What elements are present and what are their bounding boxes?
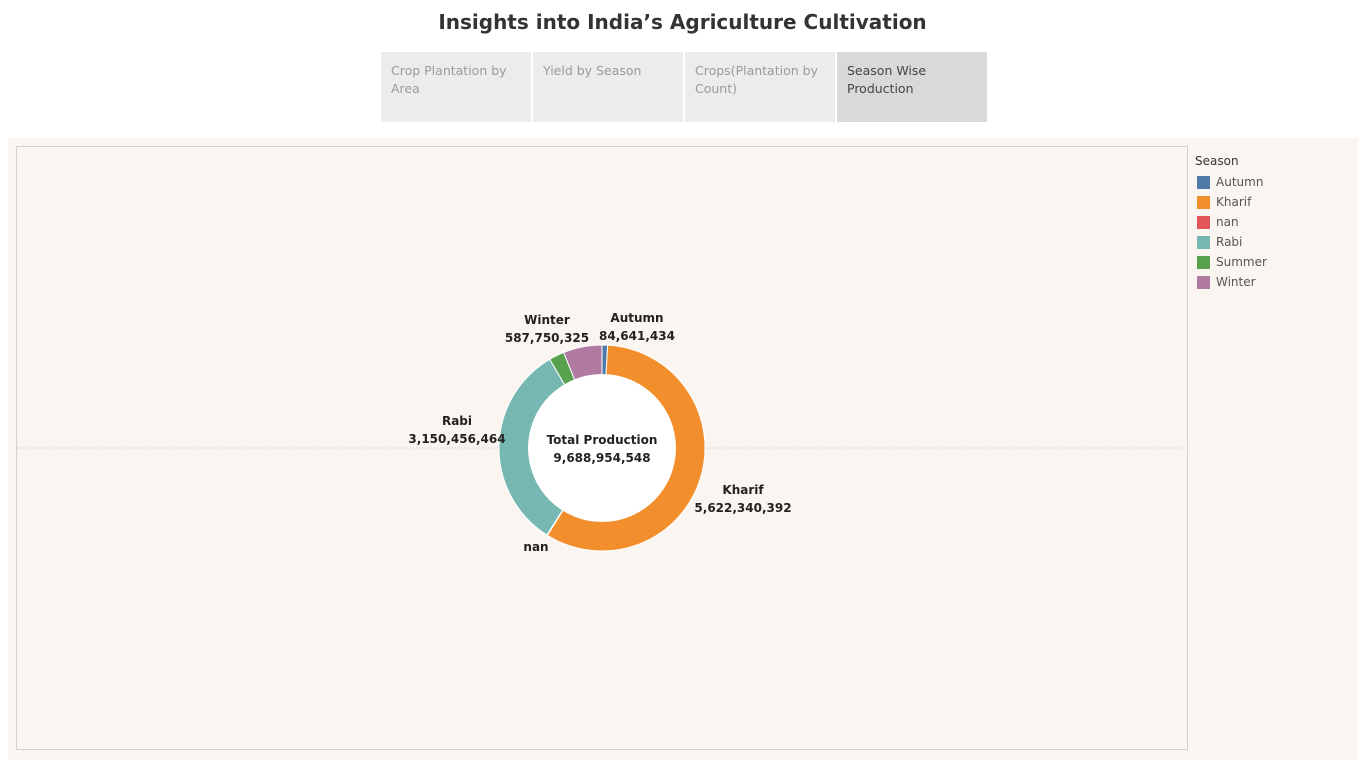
chart-frame: Total Production 9,688,954,548 Winter 58…	[16, 146, 1188, 750]
legend-item-kharif[interactable]: Kharif	[1195, 192, 1345, 212]
legend-label: Autumn	[1216, 175, 1264, 189]
slice-value-label-autumn: 84,641,434	[599, 329, 675, 343]
legend-swatch	[1197, 255, 1210, 269]
legend-swatch	[1197, 175, 1210, 189]
legend-swatch	[1197, 275, 1210, 289]
tab-season-wise-production[interactable]: Season Wise Production	[837, 52, 987, 122]
center-label: Total Production	[547, 433, 658, 447]
legend-swatch	[1197, 195, 1210, 209]
page-title: Insights into India’s Agriculture Cultiv…	[438, 10, 927, 34]
legend-label: Winter	[1216, 275, 1256, 289]
slice-value-label-winter: 587,750,325	[505, 331, 589, 345]
legend-item-rabi[interactable]: Rabi	[1195, 232, 1345, 252]
slice-value-label-rabi: 3,150,456,464	[408, 432, 505, 446]
legend-title: Season	[1195, 154, 1239, 168]
slice-name-label-autumn: Autumn	[610, 311, 663, 325]
donut-chart: Total Production 9,688,954,548 Winter 58…	[17, 311, 1187, 554]
center-value: 9,688,954,548	[553, 451, 650, 465]
tab-crops-plantation-by-count[interactable]: Crops(Plantation by Count)	[685, 52, 835, 122]
season-legend: Season Autumn Kharif nan Rabi Summer Win…	[1195, 154, 1345, 292]
legend-label: Kharif	[1216, 195, 1252, 209]
legend-item-summer[interactable]: Summer	[1195, 252, 1345, 272]
legend-item-nan[interactable]: nan	[1195, 212, 1345, 232]
slice-value-label-kharif: 5,622,340,392	[694, 501, 791, 515]
legend-label: Rabi	[1216, 235, 1243, 249]
donut-hole	[528, 374, 676, 522]
slice-name-label-kharif: Kharif	[722, 483, 764, 497]
legend-label: Summer	[1216, 255, 1267, 269]
legend-item-winter[interactable]: Winter	[1195, 272, 1345, 292]
tab-crop-plantation-by-area[interactable]: Crop Plantation by Area	[381, 52, 531, 122]
dashboard-area: Total Production 9,688,954,548 Winter 58…	[8, 138, 1358, 760]
legend-swatch	[1197, 235, 1210, 249]
slice-name-label-nan: nan	[523, 540, 548, 554]
tab-yield-by-season[interactable]: Yield by Season	[533, 52, 683, 122]
legend-label: nan	[1216, 215, 1239, 229]
tab-bar: Crop Plantation by Area Yield by Season …	[381, 52, 989, 122]
legend-item-autumn[interactable]: Autumn	[1195, 172, 1345, 192]
slice-name-label-rabi: Rabi	[442, 414, 472, 428]
slice-name-label-winter: Winter	[524, 313, 570, 327]
legend-swatch	[1197, 215, 1210, 229]
